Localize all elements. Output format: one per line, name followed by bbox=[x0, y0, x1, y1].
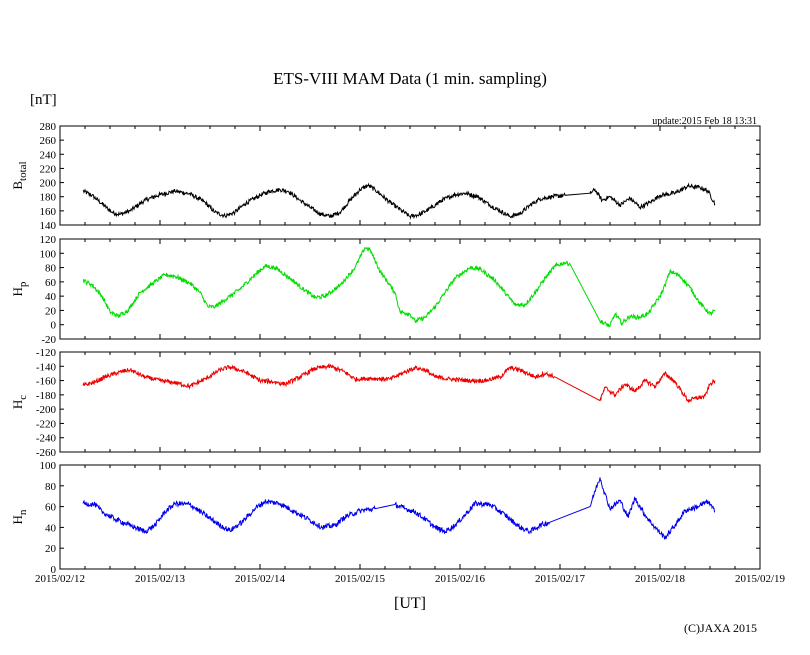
y-tick-label-hp: -20 bbox=[41, 334, 56, 346]
x-axis-label: [UT] bbox=[394, 595, 426, 612]
y-tick-label-hp: 0 bbox=[51, 320, 57, 332]
y-tick-label-btotal: 240 bbox=[40, 149, 57, 161]
y-tick-label-btotal: 220 bbox=[40, 163, 57, 175]
y-axis-label-main: B bbox=[10, 181, 25, 190]
copyright: (C)JAXA 2015 bbox=[684, 621, 757, 635]
y-tick-label-hp: 100 bbox=[40, 248, 57, 260]
y-tick-label-hp: 20 bbox=[45, 305, 57, 317]
y-tick-label-hc: -260 bbox=[36, 447, 57, 459]
y-axis-label-main: H bbox=[10, 515, 25, 524]
y-tick-label-btotal: 180 bbox=[40, 192, 57, 204]
y-tick-label-hp: 60 bbox=[45, 277, 57, 289]
panel-frame-btotal bbox=[59, 125, 761, 226]
panel-frame-hc bbox=[59, 351, 761, 453]
y-tick-label-hc: -180 bbox=[36, 390, 57, 402]
series-line-hp bbox=[82, 246, 716, 328]
update-timestamp: update:2015 Feb 18 13:31 bbox=[652, 116, 757, 127]
y-axis-label-sub: p bbox=[17, 281, 29, 287]
y-tick-label-hp: 120 bbox=[40, 234, 57, 246]
series-line-hn bbox=[82, 477, 716, 540]
y-axis-label-main: H bbox=[10, 400, 25, 409]
y-tick-label-hn: 60 bbox=[45, 502, 57, 514]
y-axis-label-btotal: Btotal bbox=[10, 161, 29, 189]
y-tick-label-hc: -160 bbox=[36, 376, 57, 388]
panel-frame-hn bbox=[59, 464, 761, 570]
y-axis-label-sub: n bbox=[17, 509, 29, 515]
y-axis-label-sub: c bbox=[17, 395, 29, 400]
y-tick-label-btotal: 200 bbox=[40, 178, 57, 190]
unit-label: [nT] bbox=[30, 92, 57, 108]
y-axis-label-hp: Hp bbox=[10, 281, 29, 296]
x-tick-label: 2015/02/17 bbox=[535, 573, 586, 585]
x-tick-label: 2015/02/19 bbox=[735, 573, 786, 585]
y-tick-label-hc: -200 bbox=[36, 404, 57, 416]
y-tick-label-hp: 80 bbox=[45, 263, 57, 275]
y-tick-label-hp: 40 bbox=[45, 291, 57, 303]
x-tick-label: 2015/02/13 bbox=[135, 573, 186, 585]
y-tick-label-hn: 20 bbox=[45, 543, 57, 555]
y-tick-label-hc: -220 bbox=[36, 418, 57, 430]
y-tick-label-btotal: 160 bbox=[40, 206, 57, 218]
series-line-hc bbox=[82, 363, 716, 404]
panel-frame-hp bbox=[59, 238, 761, 340]
y-tick-label-hc: -120 bbox=[36, 347, 57, 359]
x-tick-label: 2015/02/15 bbox=[335, 573, 386, 585]
y-axis-label-main: H bbox=[10, 287, 25, 296]
x-tick-label: 2015/02/12 bbox=[35, 573, 85, 585]
y-tick-label-btotal: 280 bbox=[40, 121, 57, 133]
y-axis-label-hn: Hn bbox=[10, 509, 29, 524]
y-tick-label-hc: -240 bbox=[36, 433, 57, 445]
x-tick-label: 2015/02/18 bbox=[635, 573, 686, 585]
y-tick-label-btotal: 260 bbox=[40, 135, 57, 147]
y-axis-label-hc: Hc bbox=[10, 395, 29, 409]
y-tick-label-hn: 80 bbox=[45, 481, 57, 493]
x-tick-label: 2015/02/14 bbox=[235, 573, 286, 585]
x-tick-label: 2015/02/16 bbox=[435, 573, 486, 585]
series-line-btotal bbox=[82, 182, 716, 220]
y-axis-label-sub: total bbox=[17, 161, 29, 181]
y-tick-label-hn: 40 bbox=[45, 522, 57, 534]
y-tick-label-hc: -140 bbox=[36, 361, 57, 373]
y-tick-label-hn: 0 bbox=[51, 564, 57, 576]
panels-group: 140160180200220240260280Btotal-200204060… bbox=[10, 121, 786, 585]
chart-title: ETS-VIII MAM Data (1 min. sampling) bbox=[273, 69, 547, 88]
y-tick-label-hn: 100 bbox=[40, 460, 57, 472]
y-tick-label-btotal: 140 bbox=[40, 220, 57, 232]
